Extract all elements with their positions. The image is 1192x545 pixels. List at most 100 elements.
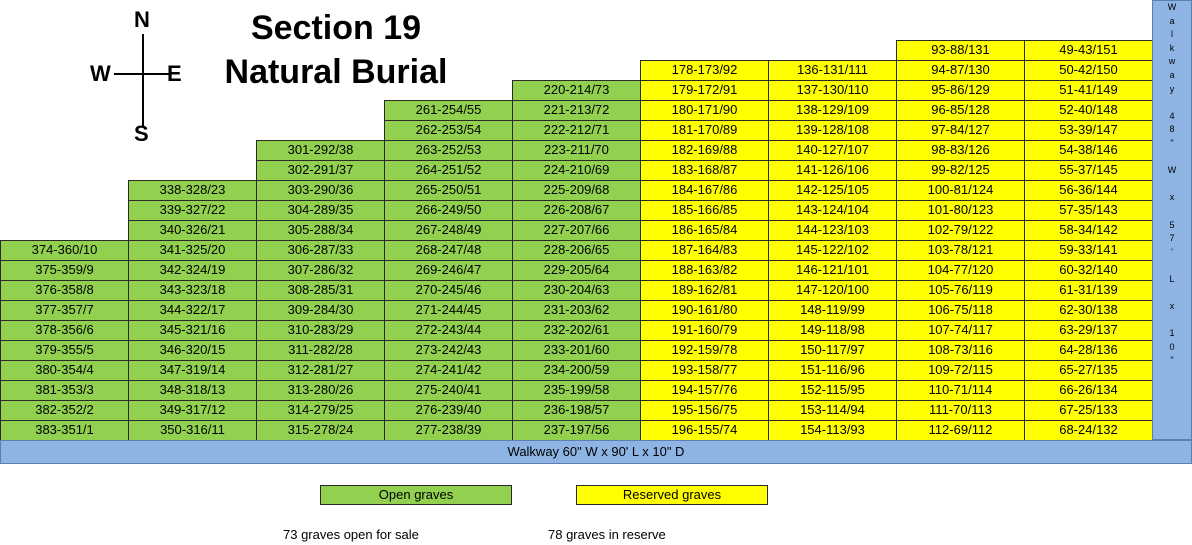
open-grave-cell: 232-202/61 bbox=[512, 320, 641, 341]
open-grave-cell: 346-320/15 bbox=[128, 340, 257, 361]
reserved-grave-cell: 94-87/130 bbox=[896, 60, 1025, 81]
reserved-grave-cell: 186-165/84 bbox=[640, 220, 769, 241]
open-grave-cell: 380-354/4 bbox=[0, 360, 129, 381]
reserved-grave-cell: 187-164/83 bbox=[640, 240, 769, 261]
open-grave-cell: 226-208/67 bbox=[512, 200, 641, 221]
reserved-grave-cell: 55-37/145 bbox=[1024, 160, 1153, 181]
open-grave-cell: 345-321/16 bbox=[128, 320, 257, 341]
open-grave-cell: 312-281/27 bbox=[256, 360, 385, 381]
walkway-right-char: l bbox=[1171, 29, 1173, 40]
walkway-right-char bbox=[1153, 151, 1191, 165]
open-grave-cell: 271-244/45 bbox=[384, 300, 513, 321]
open-grave-cell: 234-200/59 bbox=[512, 360, 641, 381]
open-grave-cell: 222-212/71 bbox=[512, 120, 641, 141]
reserved-grave-cell: 106-75/118 bbox=[896, 300, 1025, 321]
reserved-grave-cell: 56-36/144 bbox=[1024, 180, 1153, 201]
reserved-grave-cell: 104-77/120 bbox=[896, 260, 1025, 281]
open-grave-cell: 225-209/68 bbox=[512, 180, 641, 201]
walkway-right-char bbox=[1153, 259, 1191, 273]
open-grave-cell: 381-353/3 bbox=[0, 380, 129, 401]
reserved-grave-cell: 96-85/128 bbox=[896, 100, 1025, 121]
reserved-grave-cell: 57-35/143 bbox=[1024, 200, 1153, 221]
reserved-grave-cell: 142-125/105 bbox=[768, 180, 897, 201]
walkway-right-char bbox=[1153, 314, 1191, 328]
reserved-grave-cell: 178-173/92 bbox=[640, 60, 769, 81]
walkway-right-char: a bbox=[1169, 15, 1175, 26]
open-grave-cell: 223-211/70 bbox=[512, 140, 641, 161]
reserved-grave-cell: 64-28/136 bbox=[1024, 340, 1153, 361]
open-grave-cell: 268-247/48 bbox=[384, 240, 513, 261]
reserved-graves-count: 78 graves in reserve bbox=[548, 527, 666, 542]
reserved-grave-cell: 105-76/119 bbox=[896, 280, 1025, 301]
reserved-grave-cell: 65-27/135 bbox=[1024, 360, 1153, 381]
walkway-right-char: " bbox=[1170, 137, 1174, 148]
open-grave-cell: 376-358/8 bbox=[0, 280, 129, 301]
walkway-right-char: x bbox=[1169, 301, 1175, 312]
open-grave-cell: 315-278/24 bbox=[256, 420, 385, 441]
reserved-grave-cell: 54-38/146 bbox=[1024, 140, 1153, 161]
open-grave-cell: 233-201/60 bbox=[512, 340, 641, 361]
reserved-grave-cell: 153-114/94 bbox=[768, 400, 897, 421]
reserved-grave-cell: 179-172/91 bbox=[640, 80, 769, 101]
reserved-grave-cell: 180-171/90 bbox=[640, 100, 769, 121]
open-grave-cell: 303-290/36 bbox=[256, 180, 385, 201]
reserved-grave-cell: 99-82/125 bbox=[896, 160, 1025, 181]
open-grave-cell: 339-327/22 bbox=[128, 200, 257, 221]
reserved-grave-cell: 67-25/133 bbox=[1024, 400, 1153, 421]
reserved-grave-cell: 60-32/140 bbox=[1024, 260, 1153, 281]
walkway-right-char: y bbox=[1169, 83, 1175, 94]
walkway-right-char: L bbox=[1169, 273, 1175, 284]
reserved-grave-cell: 193-158/77 bbox=[640, 360, 769, 381]
reserved-grave-cell: 146-121/101 bbox=[768, 260, 897, 281]
open-grave-cell: 338-328/23 bbox=[128, 180, 257, 201]
walkway-right-char: 5 bbox=[1169, 219, 1175, 230]
reserved-grave-cell: 66-26/134 bbox=[1024, 380, 1153, 401]
reserved-grave-cell: 184-167/86 bbox=[640, 180, 769, 201]
reserved-grave-cell: 63-29/137 bbox=[1024, 320, 1153, 341]
reserved-grave-cell: 194-157/76 bbox=[640, 380, 769, 401]
compass-east: E bbox=[167, 61, 182, 86]
reserved-grave-cell: 61-31/139 bbox=[1024, 280, 1153, 301]
reserved-grave-cell: 103-78/121 bbox=[896, 240, 1025, 261]
walkway-right-char bbox=[1153, 178, 1191, 192]
open-grave-cell: 277-238/39 bbox=[384, 420, 513, 441]
reserved-grave-cell: 141-126/106 bbox=[768, 160, 897, 181]
open-grave-cell: 221-213/72 bbox=[512, 100, 641, 121]
open-grave-cell: 266-249/50 bbox=[384, 200, 513, 221]
open-grave-cell: 343-323/18 bbox=[128, 280, 257, 301]
page-subtitle: Natural Burial bbox=[224, 53, 448, 91]
reserved-grave-cell: 190-161/80 bbox=[640, 300, 769, 321]
open-grave-cell: 230-204/63 bbox=[512, 280, 641, 301]
reserved-grave-cell: 101-80/123 bbox=[896, 200, 1025, 221]
reserved-grave-cell: 150-117/97 bbox=[768, 340, 897, 361]
open-grave-cell: 261-254/55 bbox=[384, 100, 513, 121]
walkway-right-char: a bbox=[1169, 69, 1175, 80]
legend-open-graves: Open graves bbox=[320, 485, 512, 505]
open-grave-cell: 347-319/14 bbox=[128, 360, 257, 381]
open-grave-cell: 340-326/21 bbox=[128, 220, 257, 241]
walkway-right-char: 7 bbox=[1169, 233, 1175, 244]
reserved-grave-cell: 152-115/95 bbox=[768, 380, 897, 401]
open-grave-cell: 307-286/32 bbox=[256, 260, 385, 281]
reserved-grave-cell: 95-86/129 bbox=[896, 80, 1025, 101]
reserved-grave-cell: 50-42/150 bbox=[1024, 60, 1153, 81]
open-grave-cell: 348-318/13 bbox=[128, 380, 257, 401]
walkway-right-char: 0 bbox=[1169, 341, 1175, 352]
open-grave-cell: 314-279/25 bbox=[256, 400, 385, 421]
open-grave-cell: 265-250/51 bbox=[384, 180, 513, 201]
open-grave-cell: 263-252/53 bbox=[384, 140, 513, 161]
compass-west: W bbox=[90, 61, 111, 86]
reserved-grave-cell: 58-34/142 bbox=[1024, 220, 1153, 241]
reserved-grave-cell: 107-74/117 bbox=[896, 320, 1025, 341]
reserved-grave-cell: 68-24/132 bbox=[1024, 420, 1153, 441]
open-grave-cell: 349-317/12 bbox=[128, 400, 257, 421]
open-grave-cell: 305-288/34 bbox=[256, 220, 385, 241]
reserved-grave-cell: 136-131/111 bbox=[768, 60, 897, 81]
reserved-grave-cell: 149-118/98 bbox=[768, 320, 897, 341]
open-grave-cell: 270-245/46 bbox=[384, 280, 513, 301]
reserved-grave-cell: 100-81/124 bbox=[896, 180, 1025, 201]
reserved-grave-cell: 144-123/103 bbox=[768, 220, 897, 241]
reserved-grave-cell: 182-169/88 bbox=[640, 140, 769, 161]
reserved-grave-cell: 102-79/122 bbox=[896, 220, 1025, 241]
